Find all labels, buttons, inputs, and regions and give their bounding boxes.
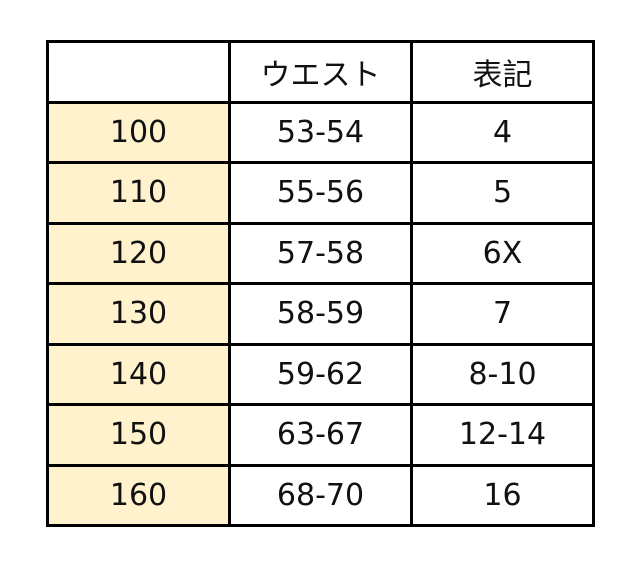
size-cell: 160 xyxy=(46,463,231,527)
header-cell: 表記 xyxy=(410,40,595,104)
waist-cell: 53-54 xyxy=(228,100,413,164)
header-cell: ウエスト xyxy=(228,40,413,104)
table-row: 140 59-62 8-10 xyxy=(46,342,595,406)
label-cell: 7 xyxy=(410,282,595,346)
table-row: 160 68-70 16 xyxy=(46,463,595,527)
waist-cell: 58-59 xyxy=(228,282,413,346)
waist-cell: 57-58 xyxy=(228,221,413,285)
label-cell: 5 xyxy=(410,161,595,225)
size-cell: 130 xyxy=(46,282,231,346)
size-cell: 110 xyxy=(46,161,231,225)
size-cell: 100 xyxy=(46,100,231,164)
header-cell xyxy=(46,40,231,104)
label-cell: 16 xyxy=(410,463,595,527)
size-table: ウエスト 表記 100 53-54 4 110 55-56 5 120 57-58 6X 130 58-… xyxy=(46,40,595,527)
table-row: 100 53-54 4 xyxy=(46,100,595,164)
header-row: ウエスト 表記 xyxy=(46,40,595,104)
waist-cell: 55-56 xyxy=(228,161,413,225)
size-cell: 150 xyxy=(46,403,231,467)
label-cell: 6X xyxy=(410,221,595,285)
size-cell: 140 xyxy=(46,342,231,406)
waist-cell: 59-62 xyxy=(228,342,413,406)
waist-cell: 68-70 xyxy=(228,463,413,527)
table-row: 110 55-56 5 xyxy=(46,161,595,225)
label-cell: 8-10 xyxy=(410,342,595,406)
table-row: 150 63-67 12-14 xyxy=(46,403,595,467)
label-cell: 4 xyxy=(410,100,595,164)
waist-cell: 63-67 xyxy=(228,403,413,467)
table-row: 130 58-59 7 xyxy=(46,282,595,346)
table-row: 120 57-58 6X xyxy=(46,221,595,285)
label-cell: 12-14 xyxy=(410,403,595,467)
size-cell: 120 xyxy=(46,221,231,285)
